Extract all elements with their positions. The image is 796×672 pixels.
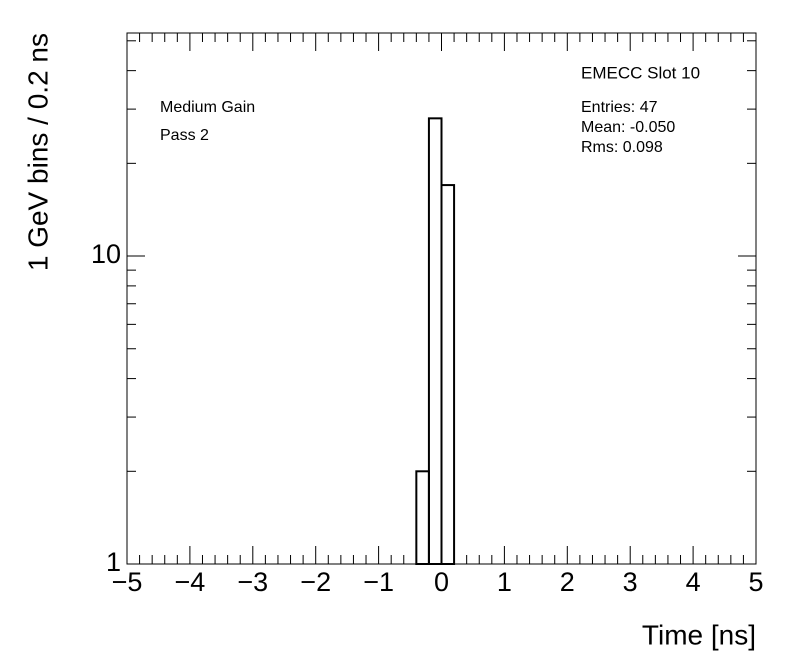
x-tick-label: 2 <box>560 567 575 597</box>
x-tick-label: −1 <box>363 567 394 597</box>
x-tick-label: −2 <box>300 567 331 597</box>
histogram-bar <box>415 470 430 566</box>
x-tick-label: 4 <box>686 567 701 597</box>
x-tick-label: 0 <box>434 567 449 597</box>
histogram-bar <box>440 184 456 565</box>
stats-line: Rms: 0.098 <box>581 139 663 156</box>
x-tick-label: −4 <box>175 567 206 597</box>
histogram-bar <box>427 117 443 565</box>
x-tick-label: −5 <box>112 567 143 597</box>
x-tick-label: 1 <box>497 567 512 597</box>
x-tick-label: 5 <box>748 567 763 597</box>
x-tick-label: −3 <box>237 567 268 597</box>
annotation: Medium Gain <box>160 99 255 116</box>
y-tick-label: 1 <box>106 547 121 577</box>
stats-line: Entries: 47 <box>581 99 658 116</box>
annotation: Pass 2 <box>160 127 209 144</box>
x-axis-label: Time [ns] <box>642 619 756 650</box>
y-axis-label: 1 GeV bins / 0.2 ns <box>22 33 53 271</box>
stats-line: Mean: -0.050 <box>581 119 675 136</box>
y-tick-label: 10 <box>91 239 121 269</box>
stats-title: EMECC Slot 10 <box>581 63 700 82</box>
x-tick-label: 3 <box>623 567 638 597</box>
